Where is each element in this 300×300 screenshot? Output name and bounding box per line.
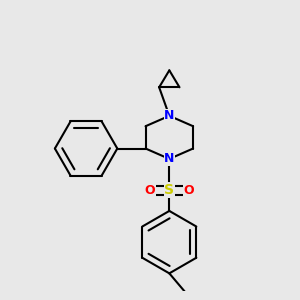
Text: O: O bbox=[145, 184, 155, 196]
Text: S: S bbox=[164, 183, 174, 197]
Text: N: N bbox=[164, 109, 175, 122]
Text: O: O bbox=[183, 184, 194, 196]
Text: N: N bbox=[164, 152, 175, 165]
